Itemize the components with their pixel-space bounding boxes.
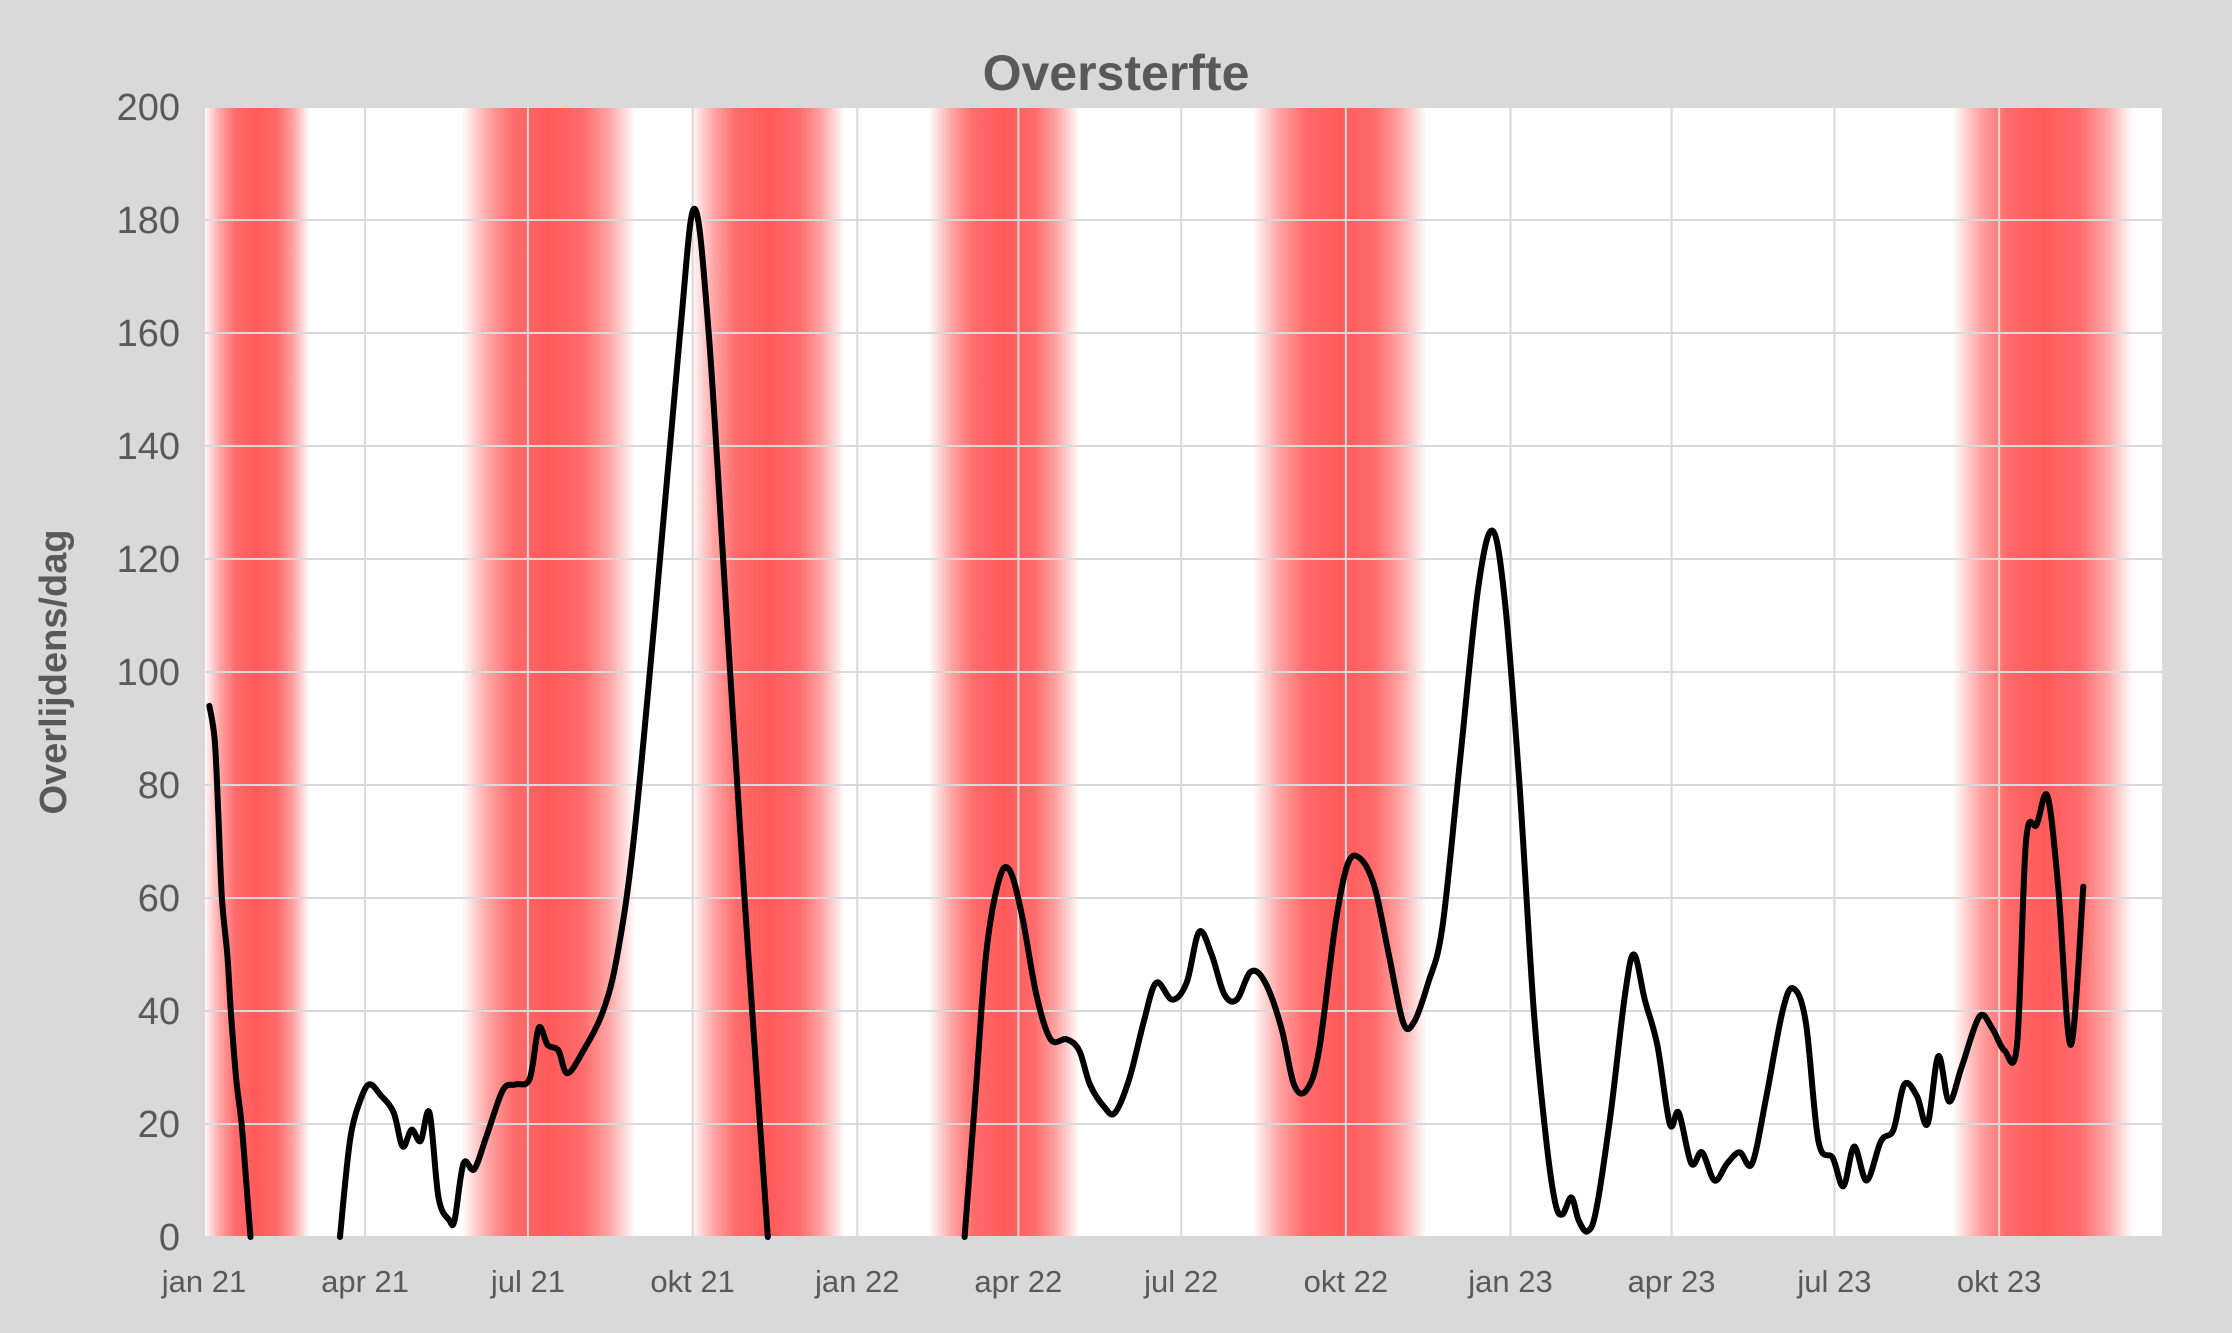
y-axis-ticks: 0 20 40 60 80 100 120 140 160 180 200 (117, 87, 180, 1259)
series-line (337, 205, 771, 1240)
x-tick-label: apr 23 (1628, 1264, 1716, 1299)
y-tick-label: 40 (138, 991, 180, 1033)
gridlines (203, 106, 2162, 1238)
series-line (961, 527, 2087, 1240)
y-tick-label: 100 (117, 652, 180, 694)
y-tick-label: 20 (138, 1104, 180, 1146)
y-tick-label: 200 (117, 87, 180, 129)
y-tick-label: 80 (138, 765, 180, 807)
x-tick-label: apr 21 (321, 1264, 409, 1299)
x-tick-label: okt 23 (1957, 1264, 2041, 1299)
x-tick-label: jul 22 (1143, 1264, 1218, 1299)
y-tick-label: 60 (138, 878, 180, 920)
series-layer (206, 205, 2087, 1240)
chart-title: Oversterfte (983, 45, 1250, 101)
x-tick-label: jan 21 (161, 1264, 246, 1299)
x-tick-label: jul 23 (1796, 1264, 1871, 1299)
x-tick-label: okt 21 (650, 1264, 734, 1299)
y-tick-label: 120 (117, 539, 180, 581)
x-tick-label: apr 22 (974, 1264, 1062, 1299)
x-tick-label: jan 23 (1467, 1264, 1552, 1299)
y-tick-label: 0 (159, 1217, 180, 1259)
y-tick-label: 180 (117, 200, 180, 242)
x-tick-label: jul 21 (490, 1264, 565, 1299)
y-tick-label: 160 (117, 313, 180, 355)
x-tick-label: okt 22 (1304, 1264, 1388, 1299)
series-line (206, 702, 254, 1240)
y-axis-label: Overlijdens/dag (33, 529, 75, 814)
x-tick-label: jan 22 (814, 1264, 899, 1299)
x-axis-ticks: jan 21 apr 21 jul 21 okt 21 jan 22 apr 22 jul … (161, 1264, 2042, 1299)
y-tick-label: 140 (117, 426, 180, 468)
